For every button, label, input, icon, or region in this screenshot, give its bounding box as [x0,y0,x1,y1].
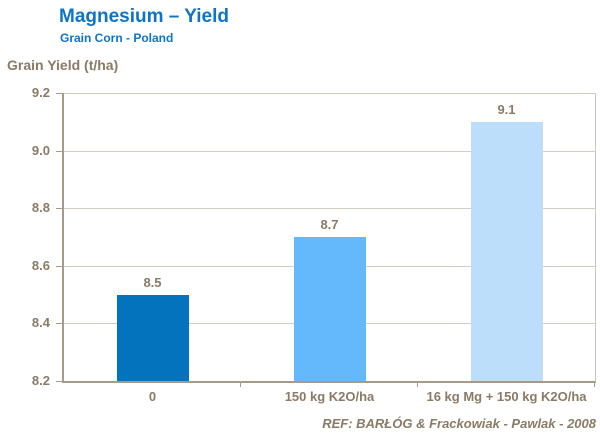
y-tick-label: 8.2 [31,373,50,388]
y-axis-tick [56,265,63,267]
y-axis-tick [56,381,63,382]
bar-16-kg-mg-+-150-kg-k2o/ha [470,121,543,381]
y-tick-label: 8.4 [31,315,50,331]
y-tick-label: 9.0 [31,142,50,158]
bar-150-kg-k2o/ha [293,237,366,381]
y-axis-tick [56,208,63,210]
x-axis-tick [594,383,595,387]
bar-slot: 9.1 16 kg Mg + 150 kg K2O/ha [418,93,595,404]
bar-0 [116,294,189,381]
grid-line [64,208,595,210]
bar-slot: 8.5 0 [64,93,241,404]
bar-slot: 8.7 150 kg K2O/ha [241,93,418,405]
y-tick-label: 8.6 [31,257,50,273]
bar-value-label: 9.1 [497,101,516,117]
y-axis-tick [56,93,63,94]
reference-text: REF: BARŁÓG & Frackowiak - Pawlak - 2008 [322,416,596,431]
grid-line [64,150,595,152]
grid-line [64,93,595,94]
x-category-label: 150 kg K2O/ha [284,389,375,404]
x-axis-tick [240,383,241,387]
y-axis-tick [56,150,63,152]
x-axis-tick [417,383,418,387]
y-axis-title: Grain Yield (t/ha) [7,57,119,73]
x-category-label: 16 kg Mg + 150 kg K2O/ha [426,389,587,404]
y-axis-tick [56,323,63,325]
chart-subtitle: Grain Corn - Poland [60,31,174,45]
chart-title: Magnesium – Yield [59,6,229,27]
y-tick-label: 9.2 [31,85,50,100]
x-category-label: 0 [148,389,157,404]
bar-value-label: 8.5 [143,274,162,290]
plot-area: 8.5 0 8.7 150 kg K2O/ha 9.1 16 kg Mg + 150 kg… [56,93,596,405]
bar-value-label: 8.7 [320,217,339,232]
y-tick-label: 8.8 [31,200,50,216]
